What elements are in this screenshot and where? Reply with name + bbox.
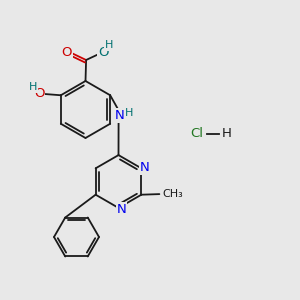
Text: H: H: [125, 108, 134, 118]
Text: H: H: [222, 127, 231, 140]
Text: N: N: [117, 202, 126, 216]
Text: N: N: [115, 109, 125, 122]
Text: O: O: [34, 87, 44, 100]
Text: H: H: [29, 82, 38, 92]
Text: O: O: [62, 46, 72, 59]
Text: Cl: Cl: [190, 127, 203, 140]
Text: N: N: [140, 160, 150, 174]
Text: H: H: [104, 40, 113, 50]
Text: CH₃: CH₃: [162, 189, 183, 199]
Text: O: O: [98, 46, 109, 59]
